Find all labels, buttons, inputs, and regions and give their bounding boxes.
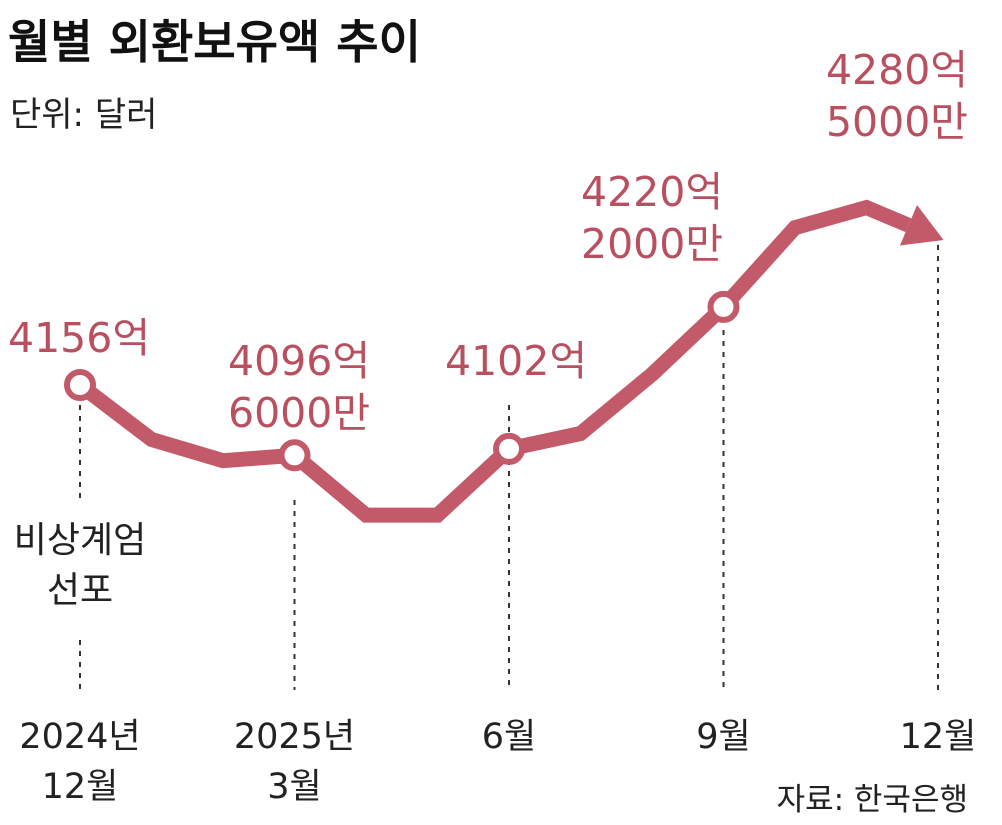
x-tick-0-0: 2024년 — [19, 717, 140, 757]
data-label-9-0: 4220억 — [581, 168, 723, 216]
x-tick-12-0: 12월 — [900, 717, 977, 757]
x-tick-9-0: 9월 — [696, 717, 750, 757]
annotation-0-0: 비상계엄 — [14, 520, 146, 561]
x-tick-6-0: 6월 — [482, 717, 536, 757]
data-label-9-1: 2000만 — [581, 220, 723, 268]
unit-label: 단위: 달러 — [10, 95, 157, 135]
guide-lines — [79, 245, 939, 690]
x-tick-3-0: 2025년 — [234, 717, 355, 757]
data-label-12-1: 5000만 — [826, 98, 968, 146]
chart-title: 월별 외환보유액 추이 — [8, 15, 421, 69]
data-label-12-0: 4280억 — [826, 46, 968, 94]
source-note: 자료: 한국은행 — [777, 782, 968, 818]
annotation-0-1: 선포 — [47, 570, 113, 611]
x-axis-ticks: 2024년 12월 2025년 3월 6월 9월 12월 — [19, 717, 976, 807]
data-label-3-1: 6000만 — [228, 389, 370, 437]
data-marker-3 — [278, 439, 311, 472]
series-arrowhead — [899, 205, 944, 246]
x-tick-0-1: 12월 — [42, 767, 119, 807]
data-marker-9 — [707, 290, 740, 323]
data-marker-6 — [493, 432, 525, 465]
data-label-3-0: 4096억 — [228, 337, 370, 385]
x-tick-3-1: 3월 — [267, 767, 321, 807]
data-label-0-0: 4156억 — [8, 314, 150, 362]
data-markers — [64, 290, 740, 472]
data-label-6-0: 4102억 — [445, 337, 587, 385]
data-marker-0 — [64, 369, 96, 401]
